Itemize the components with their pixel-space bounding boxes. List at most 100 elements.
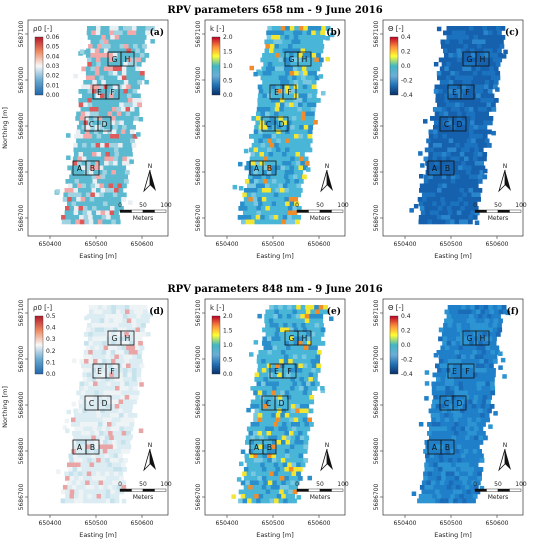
scalebar-segment [154, 488, 167, 492]
y-tick-label: 5686800 [373, 437, 380, 464]
plot-box-f [460, 84, 475, 100]
y-tick-label: 5686700 [195, 483, 202, 510]
legend-tick-label: 0.06 [46, 34, 60, 41]
plot-label-h: H [302, 334, 308, 343]
legend-tick-label: -0.4 [401, 92, 413, 99]
plot-label-b: B [90, 443, 95, 452]
y-tick-label: 5687000 [373, 66, 380, 93]
x-tick-label: 650400 [39, 520, 62, 527]
north-arrow-fill [505, 449, 511, 470]
scalebar-segment [497, 209, 510, 213]
scalebar-unit: Meters [488, 215, 509, 222]
plot-box-f [282, 84, 297, 100]
map-frame [382, 19, 524, 237]
y-tick-label: 5687100 [373, 299, 380, 326]
scalebar-segment [308, 209, 321, 213]
scalebar-segment [474, 488, 487, 492]
panel-group: G HE FC DA B(a)ρ0 [-]0.060.050.040.030.020.0… [1, 19, 527, 539]
plot-box-d [274, 116, 289, 132]
y-tick-label: 5687000 [18, 66, 25, 93]
scalebar-segment [474, 209, 487, 213]
plot-label-f: F [287, 367, 291, 376]
plot-label-c: C [444, 120, 449, 129]
plot-label-f: F [465, 88, 469, 97]
plot-label-c: C [89, 399, 94, 408]
north-label: N [503, 163, 508, 170]
panel-label-f: (f) [507, 306, 519, 317]
legend-tick-label: 0.0 [401, 63, 411, 70]
plot-box-h [120, 330, 135, 346]
scalebar-tick: 100 [160, 202, 172, 209]
plot-label-a: A [254, 443, 260, 452]
panel-label-d: (d) [149, 306, 164, 317]
panel-label-c: (c) [505, 27, 519, 38]
scalebar-tick: 100 [160, 481, 172, 488]
legend-tick-label: 0.5 [223, 357, 233, 364]
x-tick-label: 650500 [440, 241, 463, 248]
north-arrow-fill [505, 170, 511, 191]
plot-box-b [262, 160, 277, 176]
x-tick-label: 650500 [85, 520, 108, 527]
x-tick-label: 650400 [216, 520, 239, 527]
legend-colorbar-d [34, 315, 44, 375]
north-arrow-icon [143, 169, 151, 193]
y-tick-label: 5687100 [373, 20, 380, 47]
map-frame [27, 298, 169, 516]
plot-label-g: G [112, 55, 118, 64]
y-tick-label: 5687100 [18, 20, 25, 47]
scalebar-segment [131, 209, 144, 213]
plot-label-f: F [110, 88, 114, 97]
scalebar-tick: 50 [316, 202, 324, 209]
legend-title-c: Θ [-] [388, 25, 404, 33]
scalebar-segment [119, 488, 132, 492]
north-label: N [325, 442, 330, 449]
plot-label-h: H [480, 334, 486, 343]
plot-box-h [297, 51, 312, 67]
scalebar-segment [497, 488, 510, 492]
plot-label-e: E [274, 367, 279, 376]
legend-title-a: ρ0 [-] [33, 25, 52, 33]
x-tick-label: 650400 [394, 241, 417, 248]
map-frame [204, 298, 346, 516]
plot-label-d: D [102, 120, 108, 129]
y-tick-label: 5687000 [195, 66, 202, 93]
plot-label-b: B [445, 164, 450, 173]
plot-label-g: G [112, 334, 118, 343]
legend-title-d: ρ0 [-] [33, 304, 52, 312]
legend-tick-label: 0.5 [223, 78, 233, 85]
legend-tick-label: 0.4 [401, 313, 411, 320]
north-label: N [148, 442, 153, 449]
legend-tick-label: 0.4 [401, 34, 411, 41]
scalebar-unit: Meters [310, 215, 331, 222]
legend-tick-label: 1.0 [223, 342, 233, 349]
north-arrow-icon [320, 169, 328, 193]
legend-title-b: k [-] [210, 25, 225, 33]
scalebar-segment [319, 488, 332, 492]
y-tick-label: 5686800 [373, 158, 380, 185]
north-arrow-fill [327, 449, 333, 470]
plot-label-a: A [77, 164, 83, 173]
scalebar-tick: 100 [515, 481, 527, 488]
plot-box-f [282, 363, 297, 379]
plot-label-b: B [267, 443, 272, 452]
legend-tick-label: 0.3 [46, 336, 56, 343]
plot-label-f: F [287, 88, 291, 97]
x-axis-label: Easting [m] [256, 531, 294, 539]
scalebar-segment [509, 209, 522, 213]
plot-label-e: E [97, 367, 102, 376]
x-tick-label: 650400 [394, 520, 417, 527]
plot-box-b [262, 439, 277, 455]
scalebar-tick: 50 [494, 202, 502, 209]
north-arrow-icon [143, 448, 151, 472]
scalebar-segment [154, 209, 167, 213]
plot-box-h [297, 330, 312, 346]
plot-label-c: C [266, 120, 271, 129]
plot-label-a: A [254, 164, 260, 173]
map-panel-b: G H E F C D A B (b) k [-]2.0 1.5 1.0 0.5 0.0 N 0 50 100 Me… [195, 19, 349, 260]
plot-label-f: F [110, 367, 114, 376]
scalebar-segment [308, 488, 321, 492]
legend-tick-label: -0.4 [401, 371, 413, 378]
y-tick-label: 5687000 [373, 345, 380, 372]
map-panel-e: G H E F C D A B (e) k [-]2.0 1.5 1.0 0.5 0.0 N 0 50 100 Me… [195, 298, 349, 539]
plot-label-g: G [467, 55, 473, 64]
